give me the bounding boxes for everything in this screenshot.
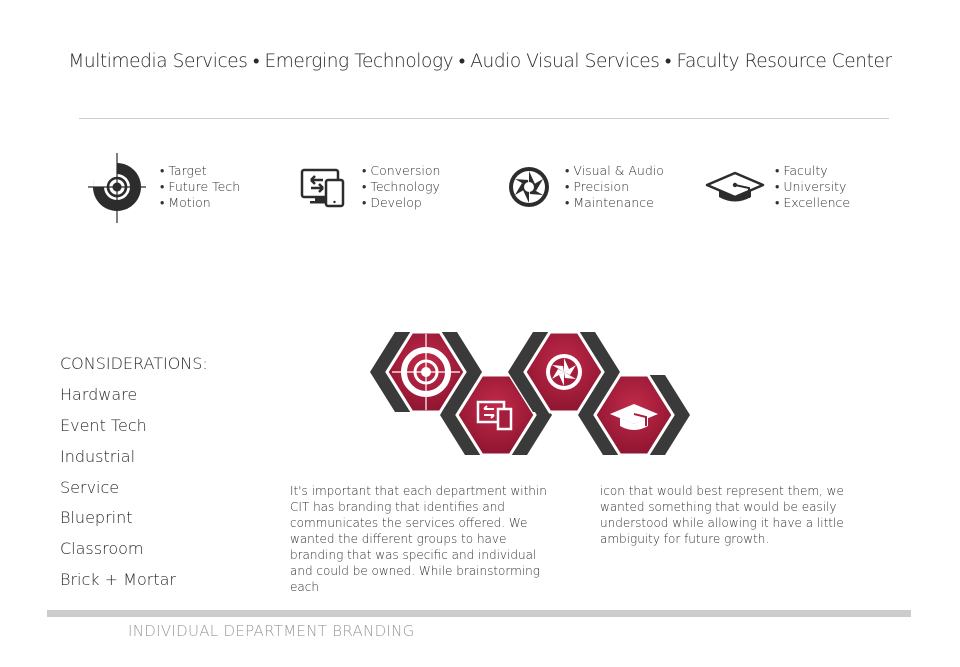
aperture-icon [509, 167, 549, 207]
consideration-item: Industrial [60, 446, 136, 466]
dept-feature: • Target [160, 163, 207, 178]
devices-icon [300, 168, 345, 208]
hex-graduation-cap [578, 373, 690, 457]
dept-feature: • Future Tech [160, 179, 241, 194]
dept-faculty-resource-center: • Faculty • University • Excellence [705, 150, 885, 225]
hex-target [370, 330, 482, 414]
footer-title: INDIVIDUAL DEPARTMENT BRANDING [128, 622, 415, 640]
dept-feature: • Maintenance [565, 195, 654, 210]
dept-emerging-technology: • Conversion • Technology • Develop [298, 150, 478, 225]
dept-audio-visual-services: • Visual & Audio • Precision • Maintenan… [505, 150, 685, 225]
hexagon-icon-cluster [370, 330, 690, 457]
header-divider [79, 118, 889, 119]
consideration-item: Classroom [60, 539, 144, 559]
consideration-item: Service [60, 477, 120, 497]
hex-aperture [508, 330, 620, 414]
dept-feature: • Develop [362, 195, 422, 210]
consideration-item: Event Tech [60, 415, 147, 435]
considerations-heading: CONSIDERATIONS: [60, 354, 208, 373]
consideration-item: Hardware [60, 384, 138, 404]
consideration-item: Blueprint [60, 508, 133, 528]
consideration-item: Brick + Mortar [60, 570, 176, 590]
description-column-2: icon that would best represent them, we … [600, 484, 844, 546]
dept-multimedia-services: • Target • Future Tech • Motion [86, 150, 266, 225]
dept-feature: • Faculty [775, 163, 828, 178]
dept-feature: • University [775, 179, 847, 194]
footer-bar [47, 610, 911, 617]
department-nav-title: Multimedia Services • Emerging Technolog… [68, 51, 892, 72]
dept-feature: • Visual & Audio [565, 163, 664, 178]
dept-feature: • Precision [565, 179, 630, 194]
considerations-list: CONSIDERATIONS: Hardware Event Tech Indu… [60, 352, 208, 599]
graduation-cap-icon [705, 171, 765, 202]
dept-feature: • Technology [362, 179, 440, 194]
dept-feature: • Motion [160, 195, 211, 210]
description-column-1: It's important that each department with… [290, 484, 547, 594]
dept-feature: • Conversion [362, 163, 441, 178]
target-icon [88, 153, 146, 223]
dept-feature: • Excellence [775, 195, 851, 210]
